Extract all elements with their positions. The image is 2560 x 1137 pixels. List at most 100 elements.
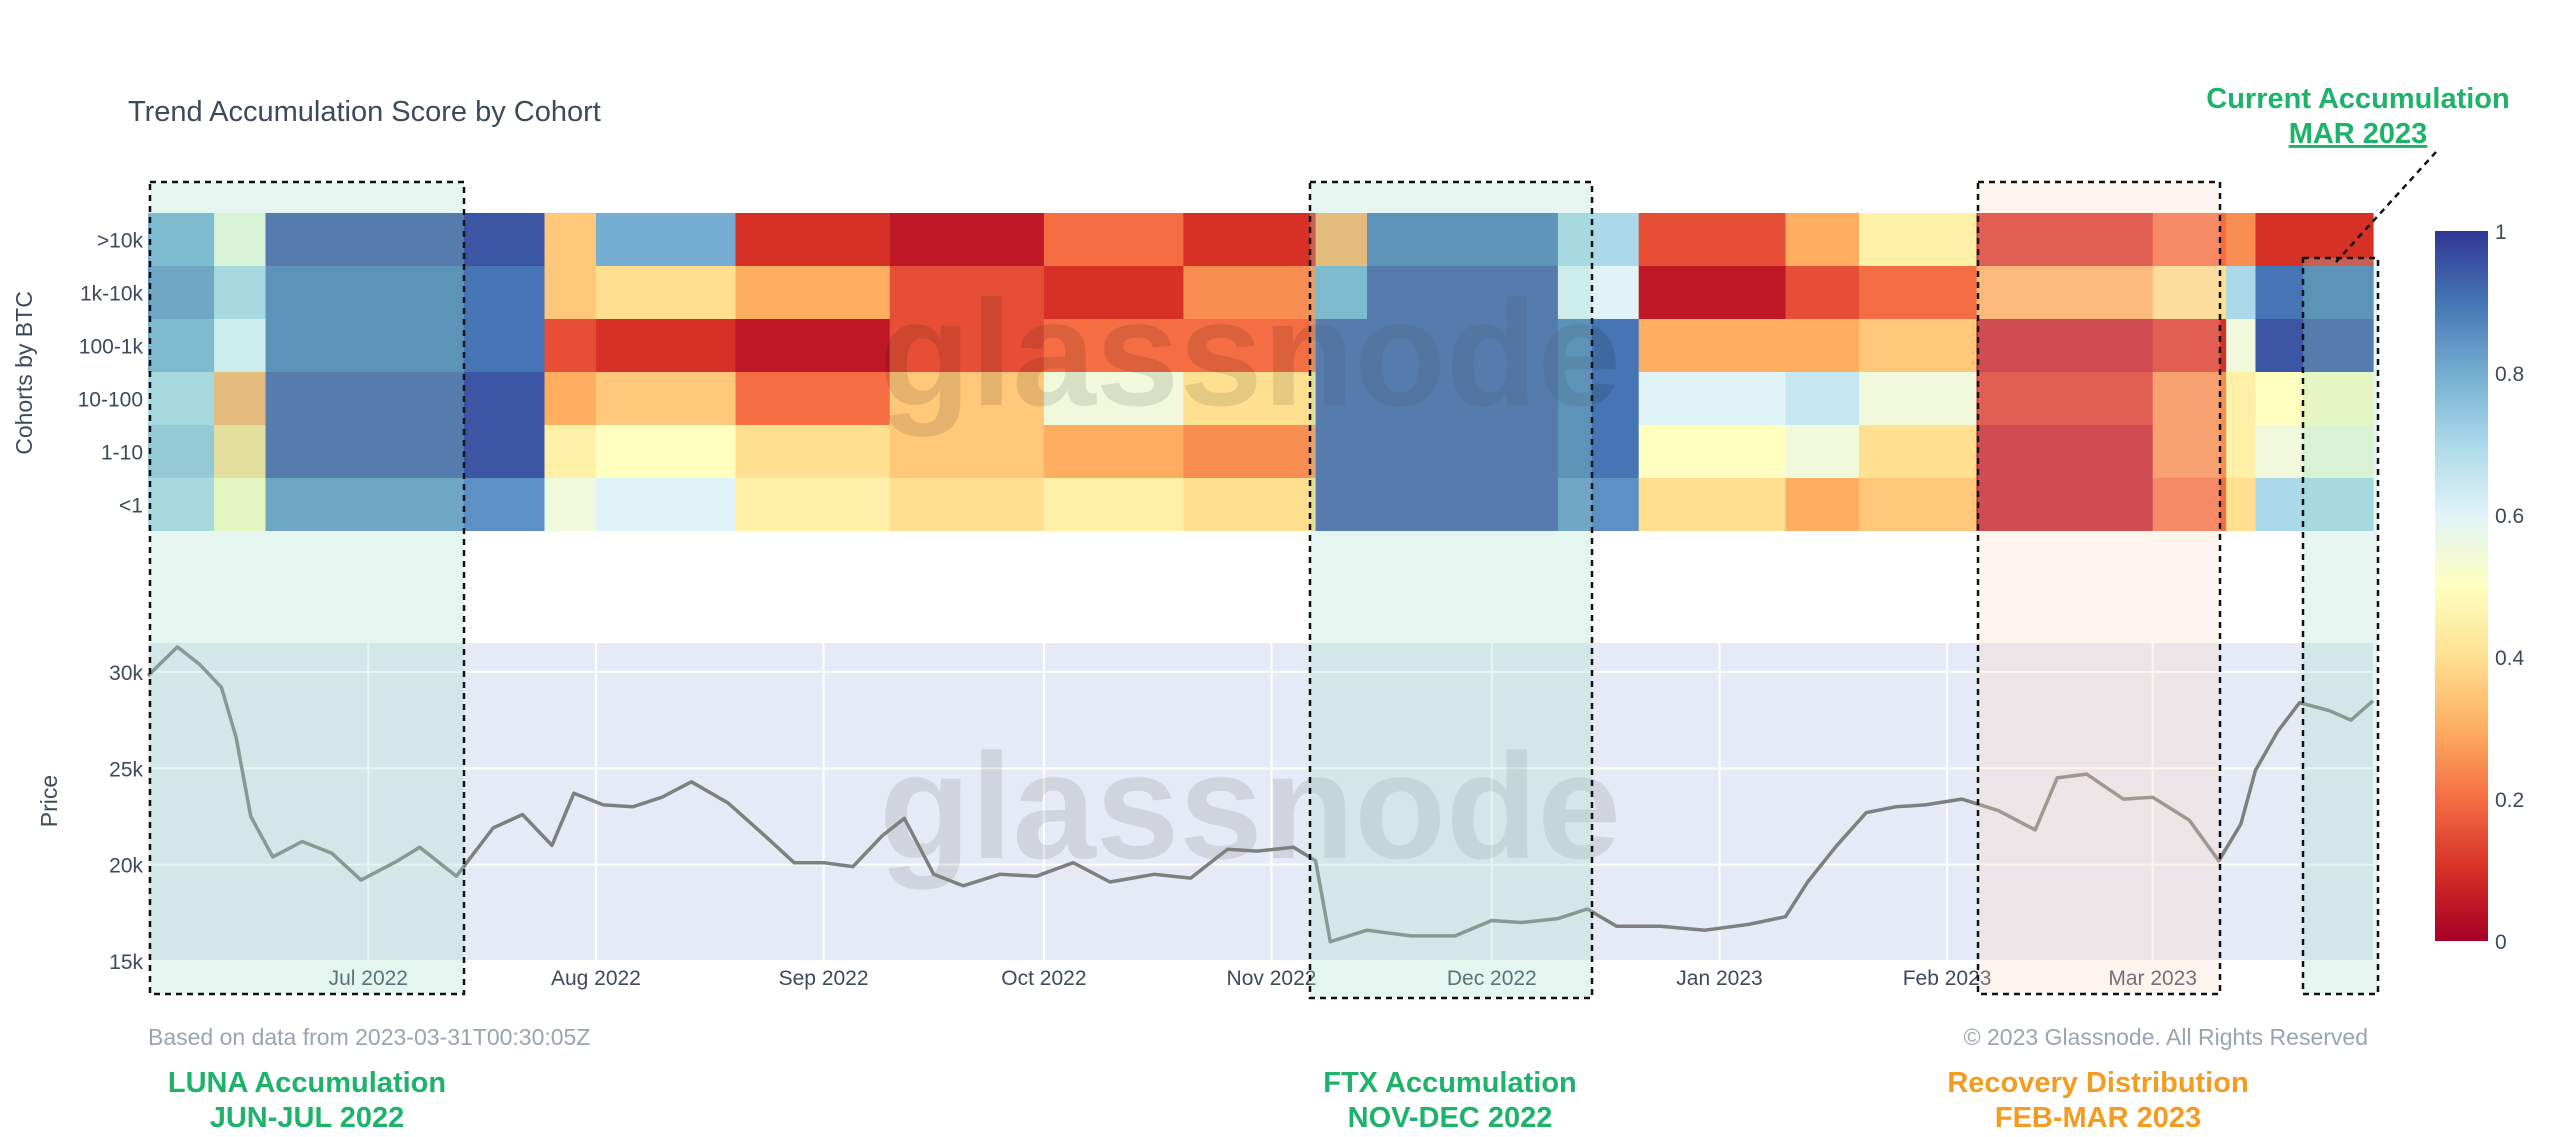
luna-highlight [148, 180, 466, 996]
heatmap-cell [1638, 319, 1787, 372]
heatmap-cell [148, 425, 215, 478]
heatmap-cell [1315, 372, 1368, 425]
heatmap-cell [595, 478, 736, 531]
heatmap-cell [2226, 213, 2257, 266]
heatmap-cell [1785, 478, 1860, 531]
heatmap-cell [2226, 478, 2257, 531]
heatmap-cell [1785, 213, 1860, 266]
heatmap-cell [735, 425, 891, 478]
ftx-annotation: FTX Accumulation NOV-DEC 2022 [1323, 1067, 1577, 1134]
heatmap-cell [1043, 266, 1184, 319]
heatmap-cell [1859, 478, 1978, 531]
heatmap-cell [1976, 213, 2154, 266]
heatmap-cell [2255, 319, 2374, 372]
heatmap-cell [889, 478, 1045, 531]
heatmap-cell [544, 425, 597, 478]
luna-annotation: LUNA Accumulation JUN-JUL 2022 [168, 1067, 446, 1134]
heatmap-cell [595, 425, 736, 478]
price-x-tick-label: Jan 2023 [1676, 967, 1762, 990]
heatmap-cells [148, 213, 2374, 531]
heatmap-cell [2255, 266, 2374, 319]
recovery-annotation-period: FEB-MAR 2023 [1995, 1102, 2201, 1134]
price-y-tick-label: 15k [109, 951, 143, 974]
heatmap-cell [1043, 213, 1184, 266]
heatmap-cell [1367, 372, 1559, 425]
heatmap-watermark: glassnode [879, 269, 1621, 437]
price-plot-bg [148, 643, 2373, 961]
heatmap-cell [1785, 372, 1860, 425]
ftx-annotation-title: FTX Accumulation [1323, 1067, 1577, 1099]
heatmap-cell [1315, 425, 1368, 478]
heatmap-cell [1557, 213, 1640, 266]
price-grid [148, 643, 2373, 962]
current-annotation: Current Accumulation MAR 2023 [2206, 83, 2509, 150]
heatmap-cell [735, 266, 891, 319]
current-highlight [2301, 256, 2380, 996]
heatmap-row-label: 1-10 [101, 442, 143, 465]
luna-annotation-period: JUN-JUL 2022 [210, 1102, 405, 1134]
heatmap-cell [1183, 372, 1317, 425]
heatmap-cell [2255, 372, 2374, 425]
heatmap-cell [735, 319, 891, 372]
heatmap-cell [735, 478, 891, 531]
heatmap-cell [1043, 372, 1184, 425]
heatmap-cell [1367, 478, 1559, 531]
heatmap-cell [1638, 478, 1787, 531]
heatmap-cell [1315, 478, 1368, 531]
heatmap-cell [148, 372, 215, 425]
heatmap-cell [1183, 319, 1317, 372]
heatmap-cell [889, 266, 1045, 319]
heatmap-row-label: 10-100 [78, 389, 143, 412]
price-x-tick-label: Oct 2022 [1001, 967, 1086, 990]
heatmap-cell [595, 319, 736, 372]
heatmap-cell [1315, 319, 1368, 372]
heatmap-cell [889, 372, 1045, 425]
price-x-tick-label: Feb 2023 [1903, 967, 1992, 990]
price-x-tick-label: Mar 2023 [2108, 967, 2197, 990]
price-y-ticks: 15k 20k 25k 30k [109, 662, 143, 974]
heatmap-cell [2226, 266, 2257, 319]
price-x-tick-label: Aug 2022 [551, 967, 641, 990]
heatmap-cell [1183, 425, 1317, 478]
heatmap-cell [2226, 372, 2257, 425]
price-y-tick-label: 25k [109, 758, 143, 781]
highlight-boxes [148, 180, 2380, 1000]
heatmap-cell [1859, 425, 1978, 478]
heatmap-cell [265, 266, 546, 319]
heatmap-cell [1976, 372, 2154, 425]
heatmap-cell [544, 266, 597, 319]
colorbar-tick-label: 0.4 [2495, 647, 2525, 670]
heatmap-cell [1859, 266, 1978, 319]
heatmap-row-label: >10k [97, 230, 144, 253]
current-annotation-period: MAR 2023 [2289, 118, 2428, 150]
heatmap-cell [265, 213, 546, 266]
colorbar-tick-label: 0.8 [2495, 363, 2524, 386]
heatmap-cell [1557, 372, 1640, 425]
heatmap-cell [2152, 372, 2227, 425]
heatmap-cell [889, 319, 1045, 372]
recovery-highlight [1976, 180, 2222, 996]
price-y-tick-label: 20k [109, 855, 143, 878]
heatmap-cell [148, 266, 215, 319]
heatmap-cell [2152, 266, 2227, 319]
heatmap-row-label: <1 [119, 495, 143, 518]
heatmap-cell [544, 213, 597, 266]
heatmap-cell [214, 425, 267, 478]
heatmap-cell [889, 425, 1045, 478]
heatmap-cell [1638, 425, 1787, 478]
heatmap-cell [1367, 319, 1559, 372]
heatmap-cell [1785, 319, 1860, 372]
heatmap-cell [595, 372, 736, 425]
recovery-annotation: Recovery Distribution FEB-MAR 2023 [1947, 1067, 2248, 1134]
heatmap-cell [1043, 425, 1184, 478]
heatmap-cell [735, 213, 891, 266]
heatmap-cell [1315, 213, 1368, 266]
heatmap-cell [544, 319, 597, 372]
colorbar-tick-label: 0 [2495, 931, 2507, 954]
price-x-ticks: Jul 2022 Aug 2022 Sep 2022 Oct 2022 Nov 2022… [329, 967, 2197, 990]
heatmap-cell [1859, 372, 1978, 425]
heatmap-cell [214, 372, 267, 425]
heatmap-row-labels: >10k 1k-10k 100-1k 10-100 1-10 <1 [78, 230, 144, 518]
heatmap-cell [1638, 266, 1787, 319]
heatmap-cell [2226, 319, 2257, 372]
